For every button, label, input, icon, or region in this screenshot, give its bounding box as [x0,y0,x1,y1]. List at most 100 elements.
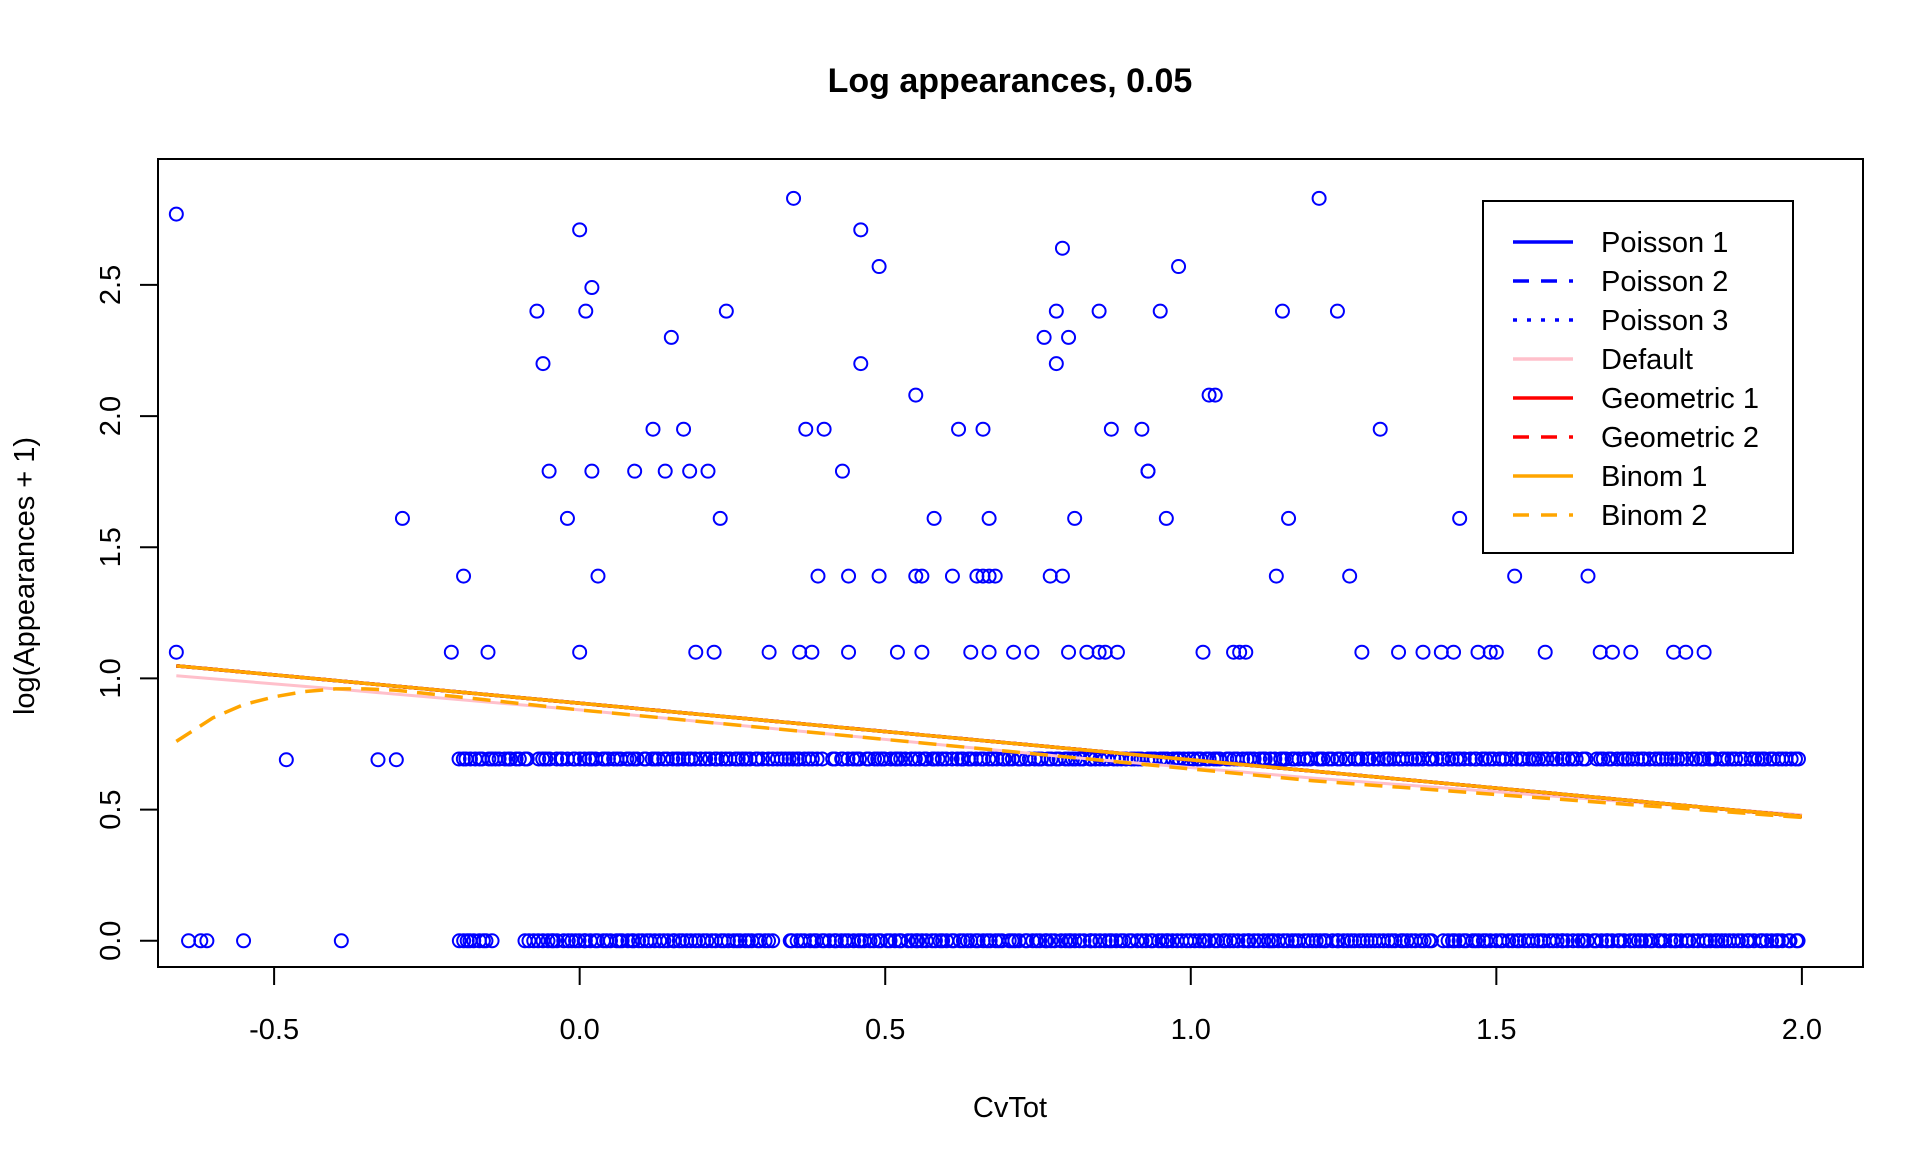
data-point [926,510,942,526]
data-point [1036,329,1052,345]
data-point [834,463,850,479]
data-point [1039,933,1055,949]
data-point [816,421,832,437]
data-point [1006,644,1022,660]
data-point [1429,751,1445,767]
data-point [1622,933,1638,949]
data-point [1678,644,1694,660]
data-point [1647,751,1663,767]
data-point [883,751,899,767]
data-point [1415,751,1431,767]
data-point [698,751,714,767]
data-point [1633,933,1649,949]
data-point [1072,933,1088,949]
data-point [1256,933,1272,949]
data-point [853,222,869,238]
x-axis-label: CvTot [973,1092,1047,1124]
data-point [511,751,527,767]
data-point [199,933,215,949]
data-point [1311,190,1327,206]
data-point [1446,644,1462,660]
data-point [622,751,638,767]
data-point [1604,644,1620,660]
data-point [981,510,997,526]
data-point [1560,751,1576,767]
data-point [1666,644,1682,660]
legend-box [1482,200,1794,554]
data-point [1710,933,1726,949]
data-point [1696,644,1712,660]
data-point [951,421,967,437]
data-point [1230,933,1246,949]
data-point [1657,933,1673,949]
data-point [1570,933,1586,949]
x-tick-label: -0.5 [249,1014,299,1046]
data-point [1503,751,1519,767]
data-point [484,933,500,949]
data-point [1470,644,1486,660]
data-point [1549,933,1565,949]
y-tick-label: 1.5 [95,527,127,567]
data-point [1048,356,1064,372]
data-point [1626,933,1642,949]
data-point [755,751,771,767]
data-point [882,933,898,949]
data-point [1507,568,1523,584]
data-point [908,568,924,584]
data-point [1268,568,1284,584]
data-point [930,751,946,767]
data-point [1399,751,1415,767]
data-point [1462,751,1478,767]
data-point [1790,751,1806,767]
data-point [1750,751,1766,767]
data-point [1531,751,1547,767]
y-axis: 0.0 0.5 1.0 1.5 2.0 2.5 [95,265,159,961]
data-point [571,933,587,949]
data-point [1201,387,1217,403]
data-point [1054,568,1070,584]
data-point [1488,644,1504,660]
data-point [388,752,404,768]
x-tick-label: 0.0 [560,1014,600,1046]
data-point [853,356,869,372]
data-point [556,933,572,949]
data-point [1336,933,1352,949]
data-point [1770,933,1786,949]
data-point [503,751,519,767]
data-point [660,933,676,949]
y-tick-label: 0.0 [95,921,127,961]
data-point [1702,933,1718,949]
data-point [1452,751,1468,767]
x-tick-label: 1.5 [1476,1014,1516,1046]
data-point [792,644,808,660]
data-point [1067,933,1083,949]
data-point [963,644,979,660]
data-point [1674,751,1690,767]
data-point [602,933,618,949]
legend-label: Poisson 1 [1601,227,1728,259]
data-point [1241,933,1257,949]
data-point [614,933,630,949]
data-point [1296,933,1312,949]
data-point [629,751,645,767]
data-point [1716,751,1732,767]
data-point [168,644,184,660]
fit-lines [175,664,1803,820]
x-tick-label: 1.0 [1171,1014,1211,1046]
data-point [675,751,691,767]
data-point [1447,933,1463,949]
legend-label: Poisson 2 [1601,266,1728,298]
data-point [1340,933,1356,949]
data-point [193,933,209,949]
series-line-binom-1 [176,664,1803,819]
data-point [1728,751,1744,767]
data-point [810,568,826,584]
data-point [821,933,837,949]
data-point [1630,751,1646,767]
y-tick-label: 0.5 [95,789,127,829]
data-point [1623,644,1639,660]
data-point [934,751,950,767]
data-point [462,751,478,767]
data-point [1593,933,1609,949]
x-tick-label: 0.5 [865,1014,905,1046]
